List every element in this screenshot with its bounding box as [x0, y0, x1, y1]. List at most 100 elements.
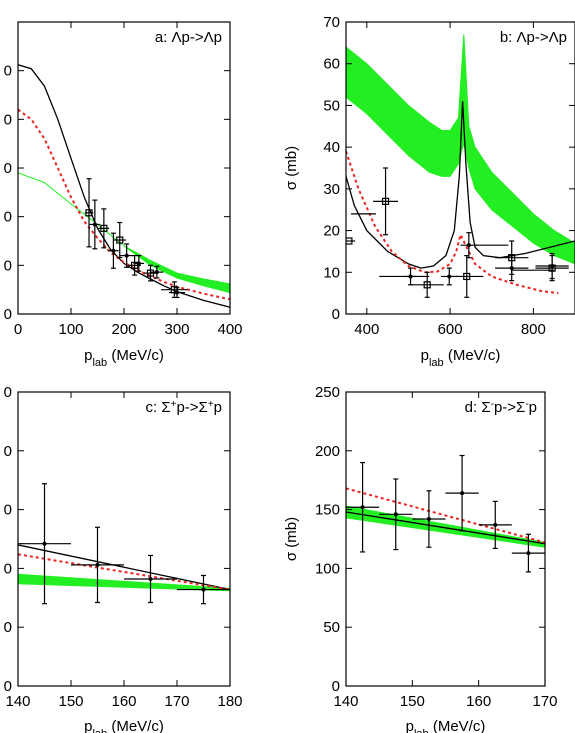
y-axis-label: σ (mb)	[283, 146, 300, 190]
x-axis-label: plab (MeV/c)	[84, 347, 164, 369]
solid-curve	[18, 544, 230, 591]
dot-marker	[460, 491, 465, 496]
plot-frame	[345, 391, 546, 687]
plot-area	[18, 483, 230, 605]
panel-b: 400 600 800 0 10 20 30 40 50 60 70 b: Λp->Λp plab (M…	[283, 14, 575, 369]
data-point	[108, 232, 119, 269]
data-point	[445, 454, 479, 532]
x-tick-label: 180	[217, 693, 242, 710]
data-point	[84, 178, 94, 248]
data-point	[535, 252, 569, 280]
data-point	[120, 243, 134, 268]
y-tick-label: 100	[315, 560, 340, 577]
x-tick-label: 600	[438, 321, 463, 338]
dot-marker	[42, 541, 47, 546]
data-point	[89, 199, 101, 250]
y-tick-label: 0	[4, 502, 12, 519]
plot-area	[346, 454, 545, 573]
data-point	[144, 264, 157, 282]
y-tick-label: 200	[315, 443, 340, 460]
y-tick-label: 50	[323, 97, 340, 114]
panel-d: 140 150 160 170 0 50 100 150 200 250 d: Σ-p->Σ-p pl…	[283, 384, 558, 733]
data-point	[379, 478, 413, 551]
data-point	[71, 526, 124, 604]
square-marker	[85, 209, 93, 217]
dot-marker	[111, 248, 116, 253]
data-point	[346, 237, 356, 245]
y-tick-label: 20	[323, 223, 340, 240]
x-tick-label: 160	[466, 693, 491, 710]
dot-marker	[148, 576, 153, 581]
model-band	[346, 505, 545, 548]
data-point	[346, 461, 380, 553]
y-tick-label: 60	[323, 56, 340, 73]
data-point	[460, 232, 478, 259]
dot-marker	[393, 512, 398, 517]
x-tick-label: 800	[521, 321, 546, 338]
data-point	[440, 267, 458, 286]
dot-marker	[136, 261, 141, 266]
data-point	[404, 267, 417, 286]
dot-marker	[426, 517, 431, 522]
x-tick-label: 160	[111, 693, 136, 710]
y-tick-label: 10	[323, 264, 340, 281]
dot-marker	[526, 551, 531, 556]
y-tick-label: 70	[323, 14, 340, 31]
dot-marker	[92, 222, 97, 227]
y-axis-label: σ (mb)	[283, 517, 300, 561]
x-tick-label: 0	[14, 321, 22, 338]
x-tick-label: 400	[217, 321, 242, 338]
square-marker	[346, 237, 353, 245]
y-tick-label: 250	[315, 384, 340, 401]
data-point	[113, 221, 127, 259]
x-axis-label: plab (MeV/c)	[84, 718, 164, 733]
data-point	[169, 287, 185, 299]
x-tick-label: 170	[164, 693, 189, 710]
plot-area	[18, 64, 230, 308]
y-tick-label: 40	[323, 139, 340, 156]
y-tick-label: 150	[315, 502, 340, 519]
data-point	[133, 255, 145, 272]
x-tick-label: 140	[333, 693, 358, 710]
data-point	[150, 265, 164, 279]
panel-title: b: Λp->Λp	[500, 29, 567, 46]
dot-marker	[408, 274, 413, 279]
data-point	[124, 554, 177, 604]
panel-title: a: Λp->Λp	[155, 29, 222, 46]
dot-marker	[175, 290, 179, 295]
x-tick-label: 300	[164, 321, 189, 338]
plot-area	[346, 34, 575, 298]
y-tick-label: 0	[4, 63, 12, 80]
square-marker	[463, 272, 471, 281]
dot-marker	[447, 274, 452, 279]
dot-marker	[466, 243, 471, 248]
solid-curve	[346, 511, 545, 545]
x-tick-label: 150	[400, 693, 425, 710]
data-point	[412, 490, 446, 548]
data-point	[410, 271, 444, 298]
dot-marker	[509, 266, 514, 271]
y-tick-label: 0	[4, 678, 12, 695]
square-marker	[423, 281, 431, 289]
y-tick-label: 0	[4, 257, 12, 274]
square-marker	[100, 224, 108, 232]
dot-marker	[550, 264, 555, 269]
x-tick-label: 150	[58, 693, 83, 710]
y-tick-label: 0	[4, 443, 12, 460]
square-marker	[131, 261, 139, 269]
x-tick-label: 140	[5, 693, 30, 710]
data-point	[450, 255, 484, 298]
y-tick-label: 0	[332, 306, 340, 323]
solid-curve	[18, 64, 230, 308]
x-tick-label: 400	[354, 321, 379, 338]
y-tick-label: 0	[4, 160, 12, 177]
panel-title: d: Σ-p->Σ-p	[465, 399, 537, 417]
x-tick-label: 170	[532, 693, 557, 710]
square-marker	[381, 197, 390, 205]
data-point	[161, 281, 188, 299]
panel-title: c: Σ+p->Σ+p	[145, 399, 222, 417]
square-marker	[116, 236, 124, 244]
dot-marker	[493, 522, 498, 527]
